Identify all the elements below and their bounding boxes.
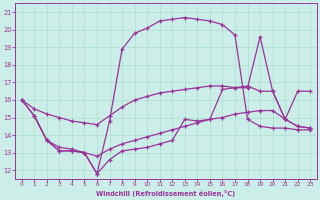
X-axis label: Windchill (Refroidissement éolien,°C): Windchill (Refroidissement éolien,°C)	[96, 190, 236, 197]
